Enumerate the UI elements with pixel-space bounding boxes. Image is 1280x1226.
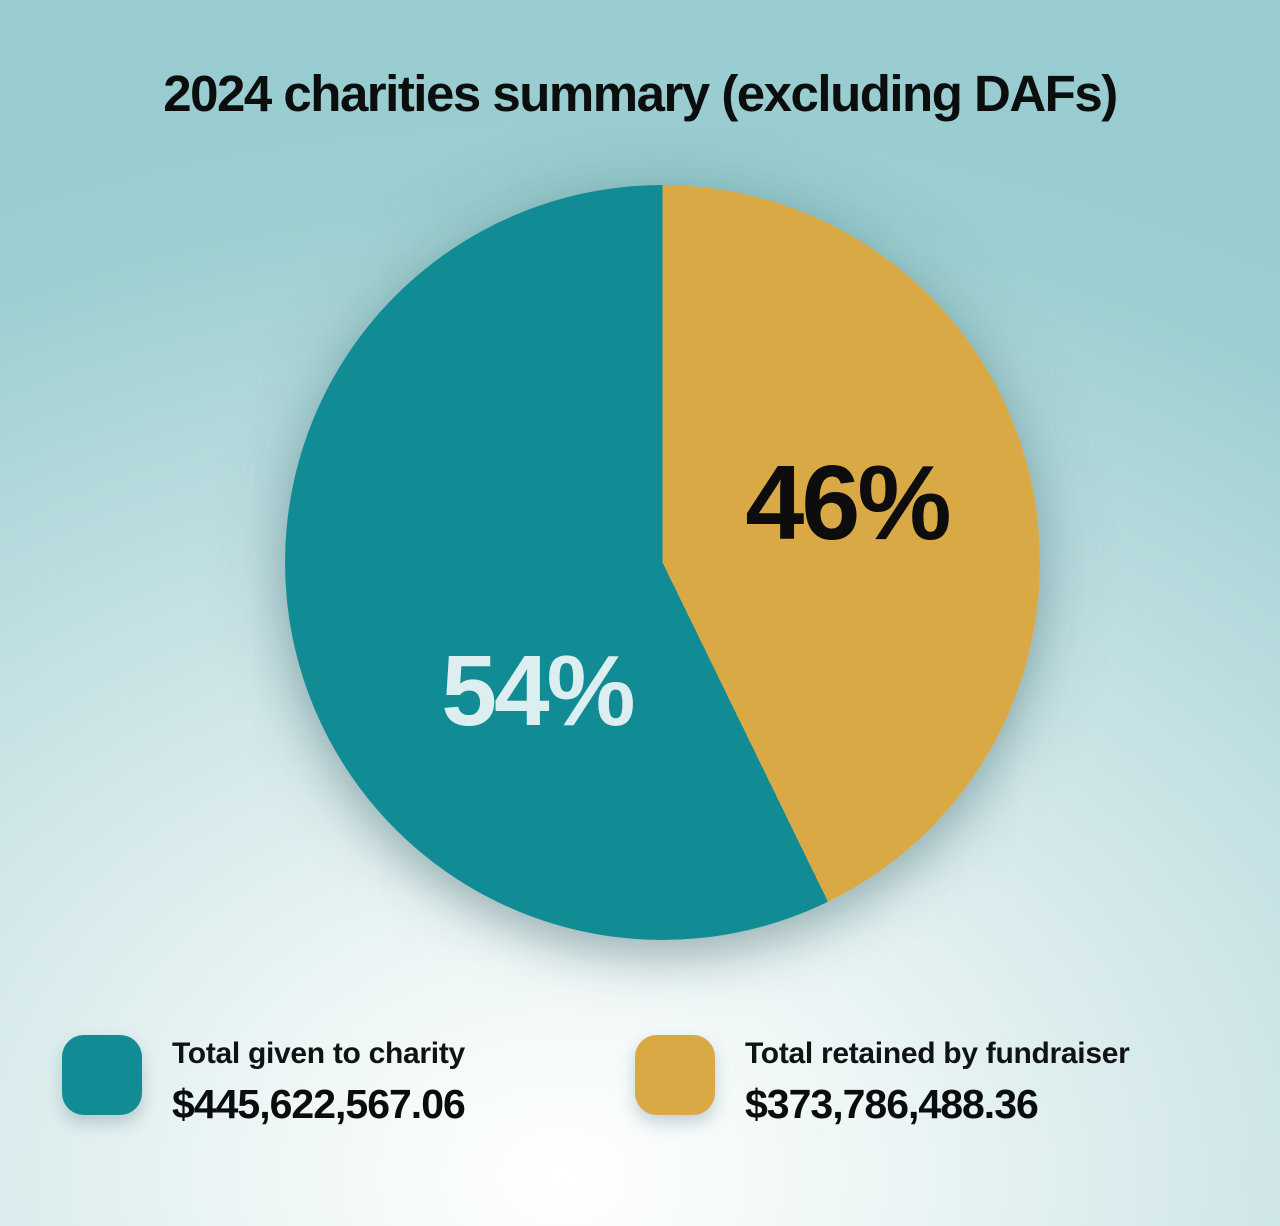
- pie-chart: [285, 185, 1040, 940]
- chart-title: 2024 charities summary (excluding DAFs): [163, 65, 1118, 122]
- legend-item-fundraiser: Total retained by fundraiser $373,786,48…: [635, 1035, 1130, 1128]
- legend-swatch-fundraiser: [635, 1035, 715, 1115]
- pie-percent-label-charity: 54%: [441, 635, 635, 747]
- legend-swatch-charity: [62, 1035, 142, 1115]
- legend-text-fundraiser: Total retained by fundraiser $373,786,48…: [745, 1035, 1130, 1128]
- legend-label-charity: Total given to charity: [172, 1037, 465, 1070]
- legend-amount-fundraiser: $373,786,488.36: [745, 1081, 1039, 1127]
- legend-label-fundraiser: Total retained by fundraiser: [745, 1037, 1130, 1070]
- pie-percent-label-fundraiser: 46%: [745, 444, 951, 562]
- legend-amount-charity: $445,622,567.06: [172, 1081, 466, 1127]
- legend-text-charity: Total given to charity $445,622,567.06: [172, 1035, 466, 1128]
- legend-item-charity: Total given to charity $445,622,567.06: [62, 1035, 466, 1128]
